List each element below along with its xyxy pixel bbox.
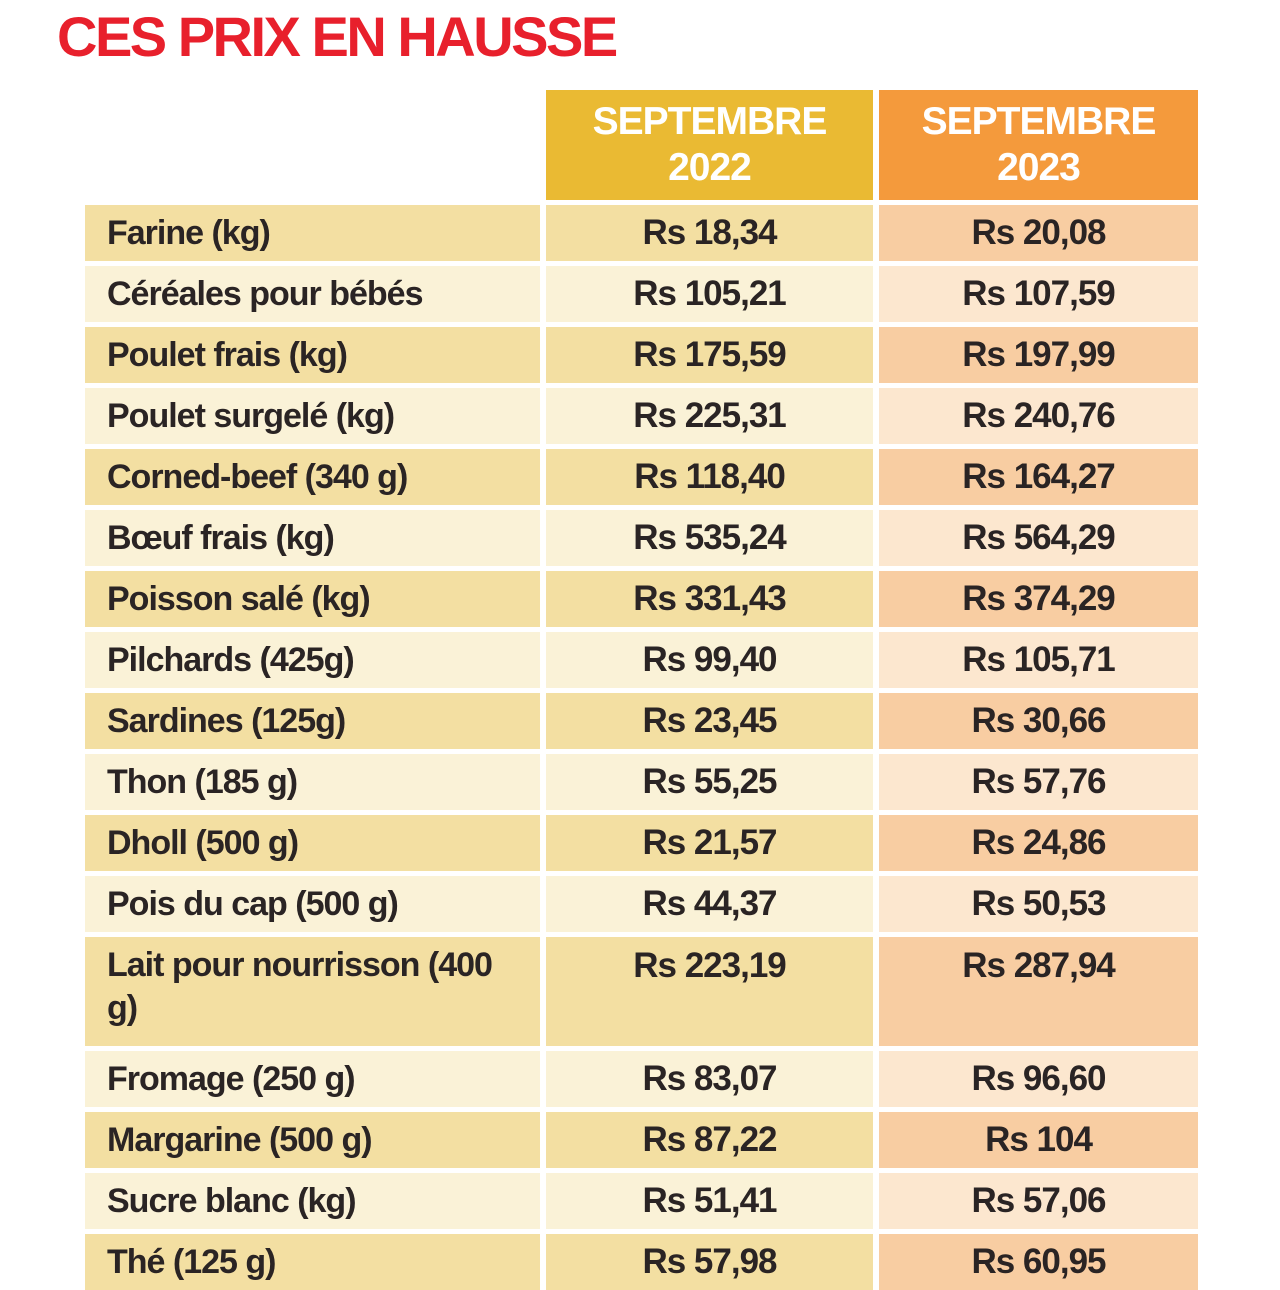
column-header-2022-line2: 2022 — [668, 146, 752, 189]
item-name-cell: Thon (185 g) — [85, 754, 540, 810]
item-name-cell: Fromage (250 g) — [85, 1051, 540, 1107]
price-2023-cell: Rs 24,86 — [879, 815, 1198, 871]
table-row: Thon (185 g) Rs 55,25 Rs 57,76 — [85, 754, 1198, 810]
table-header-row: SEPTEMBRE 2022 SEPTEMBRE 2023 — [85, 90, 1198, 200]
item-name-cell: Lait pour nourrisson (400 g) — [85, 937, 540, 1046]
table-row: Lait pour nourrisson (400 g) Rs 223,19 R… — [85, 937, 1198, 1046]
table-row: Corned-beef (340 g) Rs 118,40 Rs 164,27 — [85, 449, 1198, 505]
price-2022-cell: Rs 83,07 — [546, 1051, 873, 1107]
item-name-cell: Pois du cap (500 g) — [85, 876, 540, 932]
price-2022-cell: Rs 223,19 — [546, 937, 873, 1046]
price-2023-cell: Rs 57,76 — [879, 754, 1198, 810]
price-2022-cell: Rs 99,40 — [546, 632, 873, 688]
item-name-cell: Sardines (125g) — [85, 693, 540, 749]
price-2023-cell: Rs 164,27 — [879, 449, 1198, 505]
table-row: Poulet surgelé (kg) Rs 225,31 Rs 240,76 — [85, 388, 1198, 444]
item-name-cell: Dholl (500 g) — [85, 815, 540, 871]
price-2022-cell: Rs 118,40 — [546, 449, 873, 505]
price-2023-cell: Rs 240,76 — [879, 388, 1198, 444]
price-2022-cell: Rs 51,41 — [546, 1173, 873, 1229]
price-2023-cell: Rs 30,66 — [879, 693, 1198, 749]
item-name-cell: Céréales pour bébés — [85, 266, 540, 322]
item-name-cell: Poulet surgelé (kg) — [85, 388, 540, 444]
price-2022-cell: Rs 18,34 — [546, 205, 873, 261]
table-row: Pilchards (425g) Rs 99,40 Rs 105,71 — [85, 632, 1198, 688]
table-row: Poisson salé (kg) Rs 331,43 Rs 374,29 — [85, 571, 1198, 627]
price-2023-cell: Rs 107,59 — [879, 266, 1198, 322]
price-2022-cell: Rs 175,59 — [546, 327, 873, 383]
price-2022-cell: Rs 225,31 — [546, 388, 873, 444]
column-header-2022-line1: SEPTEMBRE — [592, 100, 828, 144]
page-title: CES PRIX EN HAUSSE — [57, 5, 618, 68]
table-row: Margarine (500 g) Rs 87,22 Rs 104 — [85, 1112, 1198, 1168]
item-name-cell: Pilchards (425g) — [85, 632, 540, 688]
price-2022-cell: Rs 21,57 — [546, 815, 873, 871]
price-2023-cell: Rs 60,95 — [879, 1234, 1198, 1290]
price-2023-cell: Rs 287,94 — [879, 937, 1198, 1046]
item-name-cell: Poisson salé (kg) — [85, 571, 540, 627]
column-header-septembre-2023: SEPTEMBRE 2023 — [879, 90, 1198, 200]
item-name-cell: Farine (kg) — [85, 205, 540, 261]
table-row: Thé (125 g) Rs 57,98 Rs 60,95 — [85, 1234, 1198, 1290]
price-2023-cell: Rs 564,29 — [879, 510, 1198, 566]
price-2023-cell: Rs 57,06 — [879, 1173, 1198, 1229]
table-row: Céréales pour bébés Rs 105,21 Rs 107,59 — [85, 266, 1198, 322]
price-2022-cell: Rs 57,98 — [546, 1234, 873, 1290]
column-header-2023-line2: 2023 — [997, 146, 1081, 189]
price-2023-cell: Rs 105,71 — [879, 632, 1198, 688]
price-2023-cell: Rs 197,99 — [879, 327, 1198, 383]
price-2022-cell: Rs 331,43 — [546, 571, 873, 627]
header-spacer-cell — [85, 90, 540, 200]
item-name-cell: Bœuf frais (kg) — [85, 510, 540, 566]
item-name-cell: Corned-beef (340 g) — [85, 449, 540, 505]
table-row: Sucre blanc (kg) Rs 51,41 Rs 57,06 — [85, 1173, 1198, 1229]
table-row: Dholl (500 g) Rs 21,57 Rs 24,86 — [85, 815, 1198, 871]
price-2022-cell: Rs 535,24 — [546, 510, 873, 566]
price-2023-cell: Rs 96,60 — [879, 1051, 1198, 1107]
table-row: Poulet frais (kg) Rs 175,59 Rs 197,99 — [85, 327, 1198, 383]
item-name-cell: Sucre blanc (kg) — [85, 1173, 540, 1229]
price-2023-cell: Rs 104 — [879, 1112, 1198, 1168]
table-row: Pois du cap (500 g) Rs 44,37 Rs 50,53 — [85, 876, 1198, 932]
column-header-2023-line1: SEPTEMBRE — [921, 100, 1157, 144]
table-row: Fromage (250 g) Rs 83,07 Rs 96,60 — [85, 1051, 1198, 1107]
price-2022-cell: Rs 23,45 — [546, 693, 873, 749]
table-row: Farine (kg) Rs 18,34 Rs 20,08 — [85, 205, 1198, 261]
price-2022-cell: Rs 55,25 — [546, 754, 873, 810]
table-row: Sardines (125g) Rs 23,45 Rs 30,66 — [85, 693, 1198, 749]
price-2023-cell: Rs 374,29 — [879, 571, 1198, 627]
price-table: SEPTEMBRE 2022 SEPTEMBRE 2023 Farine (kg… — [85, 90, 1198, 1290]
price-2023-cell: Rs 20,08 — [879, 205, 1198, 261]
table-row: Bœuf frais (kg) Rs 535,24 Rs 564,29 — [85, 510, 1198, 566]
price-2022-cell: Rs 44,37 — [546, 876, 873, 932]
price-2023-cell: Rs 50,53 — [879, 876, 1198, 932]
item-name-cell: Margarine (500 g) — [85, 1112, 540, 1168]
item-name-cell: Thé (125 g) — [85, 1234, 540, 1290]
column-header-septembre-2022: SEPTEMBRE 2022 — [546, 90, 873, 200]
price-2022-cell: Rs 105,21 — [546, 266, 873, 322]
item-name-cell: Poulet frais (kg) — [85, 327, 540, 383]
price-2022-cell: Rs 87,22 — [546, 1112, 873, 1168]
